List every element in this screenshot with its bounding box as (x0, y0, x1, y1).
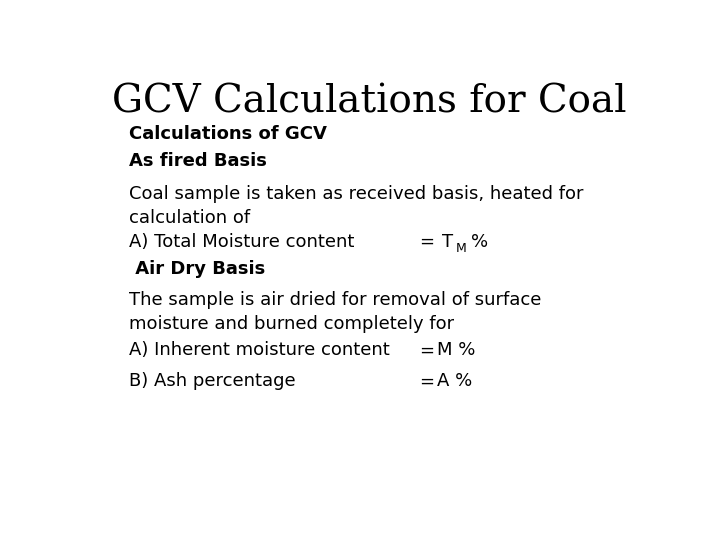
Text: =: = (419, 233, 434, 251)
Text: Calculations of GCV: Calculations of GCV (129, 125, 327, 143)
Text: B) Ash percentage: B) Ash percentage (129, 373, 296, 390)
Text: M: M (456, 241, 467, 254)
Text: GCV Calculations for Coal: GCV Calculations for Coal (112, 84, 626, 120)
Text: T: T (441, 233, 453, 251)
Text: Air Dry Basis: Air Dry Basis (129, 260, 265, 278)
Text: A) Inherent moisture content: A) Inherent moisture content (129, 341, 390, 359)
Text: =: = (419, 341, 434, 359)
Text: As fired Basis: As fired Basis (129, 152, 267, 170)
Text: M %: M % (437, 341, 475, 359)
Text: A) Total Moisture content: A) Total Moisture content (129, 233, 354, 251)
Text: The sample is air dried for removal of surface
moisture and burned completely fo: The sample is air dried for removal of s… (129, 292, 541, 333)
Text: =: = (419, 373, 434, 390)
Text: A %: A % (437, 373, 472, 390)
Text: %: % (471, 233, 487, 251)
Text: Coal sample is taken as received basis, heated for
calculation of: Coal sample is taken as received basis, … (129, 185, 583, 227)
